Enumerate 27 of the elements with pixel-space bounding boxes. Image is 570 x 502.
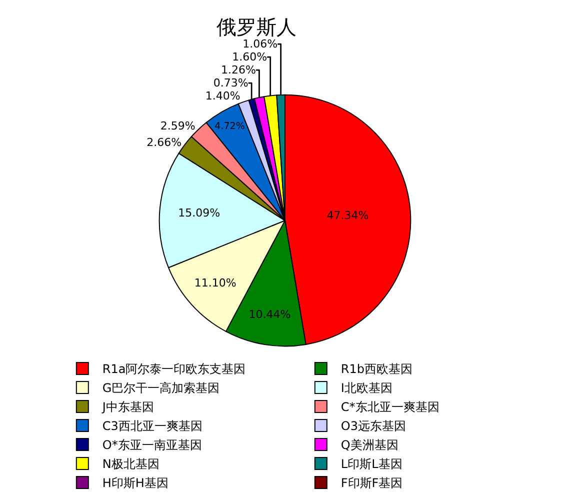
legend-label: F印斯F基因: [340, 476, 403, 490]
data-label: 1.60%: [232, 50, 268, 64]
data-label: 47.34%: [326, 208, 369, 222]
chart-title: 俄罗斯人: [216, 15, 296, 40]
legend-label: J中东基因: [101, 400, 154, 414]
data-label: 1.06%: [242, 38, 278, 51]
legend-label: Q美洲基因: [340, 438, 398, 452]
data-label: 1.26%: [221, 64, 256, 77]
data-label: 2.66%: [146, 136, 182, 149]
legend-label: C3西北亚一爽基因: [102, 419, 202, 434]
legend-label: O*东亚一南亚基因: [102, 438, 202, 452]
legend-label: O3远东基因: [340, 419, 406, 434]
legend-label: N极北基因: [102, 457, 160, 472]
data-label: 10.44%: [248, 308, 291, 321]
data-label: 15.09%: [178, 206, 220, 220]
legend-label: R1b西欧基因: [340, 362, 412, 376]
data-label: 11.10%: [194, 276, 236, 290]
legend-label: C*东北亚一爽基因: [340, 400, 440, 414]
data-label: 1.40%: [205, 90, 240, 103]
legend-label: G巴尔干一高加索基因: [102, 381, 220, 396]
data-label: 4.72%: [214, 120, 245, 132]
data-label: 0.73%: [213, 76, 248, 90]
data-label: 2.59%: [160, 119, 196, 132]
legend-label: L印斯L基因: [340, 457, 402, 472]
legend-label: R1a阿尔泰一印欧东支基因: [102, 362, 246, 376]
legend-label: I北欧基因: [340, 381, 392, 396]
legend-label: H印斯H基因: [102, 476, 168, 490]
